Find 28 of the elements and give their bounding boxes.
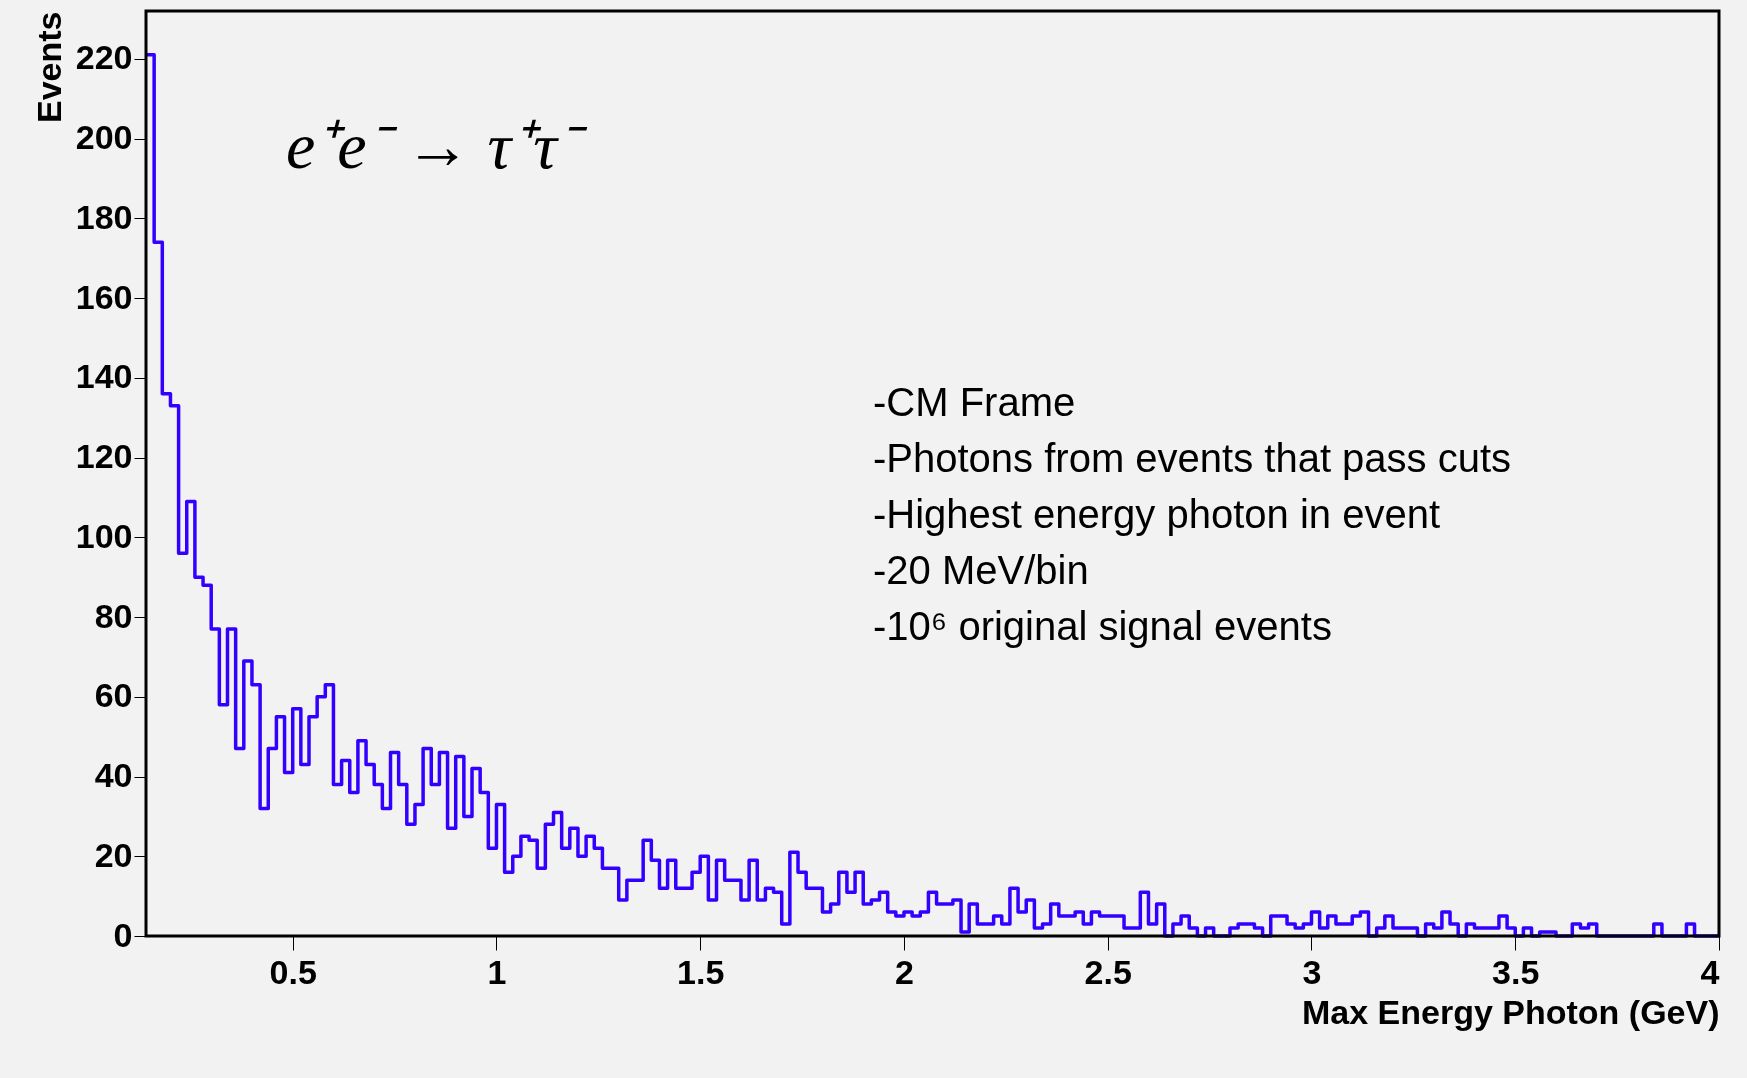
x-tick-label: 3 — [1302, 952, 1322, 991]
x-tick-label: 0.5 — [269, 952, 317, 991]
x-tick-label: 1 — [487, 952, 507, 991]
x-tick-label: 2.5 — [1084, 952, 1132, 991]
x-tick-label: 3.5 — [1492, 952, 1540, 991]
annotation: -Photons from events that pass cuts — [873, 436, 1512, 480]
y-tick-label: 180 — [75, 197, 133, 236]
x-axis-title: Max Energy Photon (GeV) — [1302, 992, 1720, 1031]
y-tick-label: 60 — [94, 676, 133, 715]
y-tick-label: 80 — [94, 596, 133, 635]
x-tick-label: 1.5 — [677, 952, 725, 991]
annotation: -20 MeV/bin — [873, 548, 1089, 592]
annotation: e⁺e⁻ → τ⁺τ⁻ — [286, 109, 588, 182]
y-tick-label: 0 — [113, 915, 133, 954]
annotation: -10⁶ original signal events — [873, 604, 1332, 648]
y-tick-label: 20 — [94, 835, 133, 874]
x-tick-label: 4 — [1700, 952, 1720, 991]
y-tick-label: 160 — [75, 277, 133, 316]
y-axis-title: Events — [29, 11, 68, 123]
y-tick-label: 220 — [75, 38, 133, 77]
annotation: -CM Frame — [873, 380, 1076, 424]
x-tick-label: 2 — [895, 952, 914, 991]
annotation: -Highest energy photon in event — [873, 492, 1441, 536]
y-tick-label: 100 — [75, 516, 133, 555]
y-tick-label: 120 — [75, 437, 133, 476]
y-tick-label: 200 — [75, 118, 133, 157]
y-tick-label: 40 — [94, 756, 133, 795]
y-tick-label: 140 — [75, 357, 133, 396]
